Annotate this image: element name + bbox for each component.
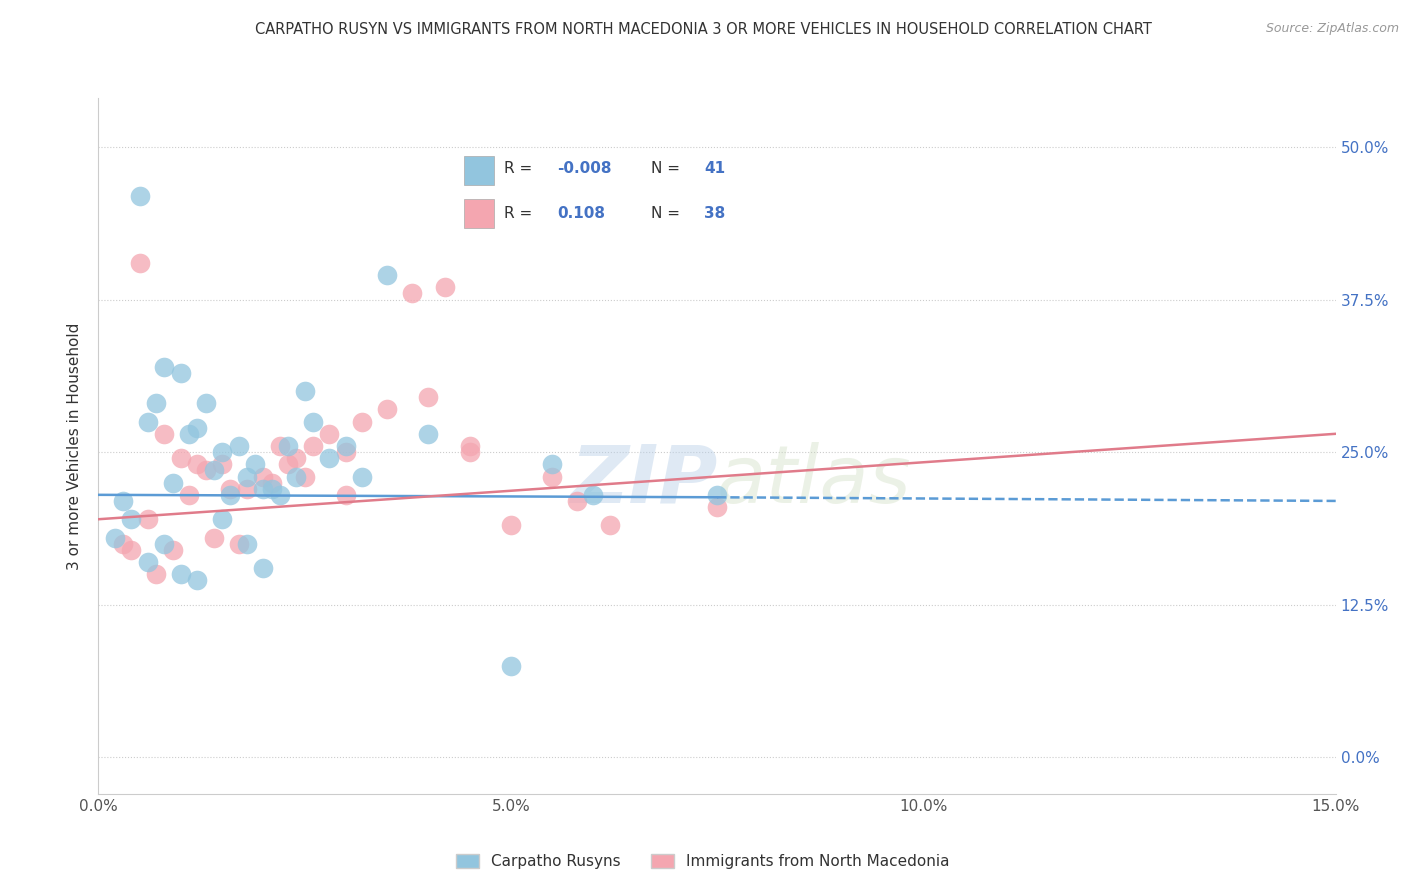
Point xyxy=(219,482,242,496)
Point xyxy=(318,426,340,441)
Point xyxy=(228,536,250,550)
Point xyxy=(285,469,308,483)
Point xyxy=(375,402,398,417)
Text: ZIP: ZIP xyxy=(569,442,717,520)
Point xyxy=(186,574,208,588)
Point xyxy=(277,439,299,453)
Point xyxy=(243,458,266,472)
Point xyxy=(162,475,184,490)
Point xyxy=(170,451,193,466)
Y-axis label: 3 or more Vehicles in Household: 3 or more Vehicles in Household xyxy=(67,322,83,570)
Point xyxy=(277,458,299,472)
Point xyxy=(211,445,233,459)
Point xyxy=(335,445,357,459)
Point xyxy=(260,475,283,490)
Point xyxy=(170,366,193,380)
Point xyxy=(294,469,316,483)
Point xyxy=(153,359,176,374)
Point xyxy=(136,512,159,526)
Point xyxy=(499,658,522,673)
Point xyxy=(706,488,728,502)
Point xyxy=(136,415,159,429)
Point xyxy=(179,426,201,441)
Point xyxy=(260,482,283,496)
Point xyxy=(211,512,233,526)
Point xyxy=(352,415,374,429)
Point xyxy=(194,463,217,477)
Point xyxy=(294,384,316,398)
Point xyxy=(375,268,398,282)
Point xyxy=(433,280,456,294)
Point xyxy=(170,567,193,582)
Point xyxy=(153,536,176,550)
Point xyxy=(582,488,605,502)
Point xyxy=(541,469,564,483)
Point xyxy=(136,555,159,569)
Point xyxy=(120,512,142,526)
Point xyxy=(335,488,357,502)
Point xyxy=(236,482,259,496)
Point xyxy=(120,542,142,557)
Point xyxy=(269,488,291,502)
Point xyxy=(458,439,481,453)
Point xyxy=(202,531,225,545)
Point xyxy=(179,488,201,502)
Point xyxy=(706,500,728,514)
Point xyxy=(418,390,440,404)
Point xyxy=(499,518,522,533)
Point xyxy=(302,415,325,429)
Point xyxy=(104,531,127,545)
Text: CARPATHO RUSYN VS IMMIGRANTS FROM NORTH MACEDONIA 3 OR MORE VEHICLES IN HOUSEHOL: CARPATHO RUSYN VS IMMIGRANTS FROM NORTH … xyxy=(254,22,1152,37)
Point xyxy=(318,451,340,466)
Text: atlas: atlas xyxy=(717,442,912,520)
Point xyxy=(145,567,167,582)
Point xyxy=(352,469,374,483)
Point xyxy=(162,542,184,557)
Point xyxy=(228,439,250,453)
Point xyxy=(145,396,167,410)
Point xyxy=(335,439,357,453)
Point xyxy=(186,420,208,434)
Point xyxy=(252,482,274,496)
Point xyxy=(458,445,481,459)
Point xyxy=(236,469,259,483)
Point xyxy=(599,518,621,533)
Point xyxy=(401,286,423,301)
Point xyxy=(541,458,564,472)
Point xyxy=(128,256,150,270)
Point xyxy=(302,439,325,453)
Point xyxy=(128,188,150,202)
Point xyxy=(112,494,135,508)
Point xyxy=(236,536,259,550)
Point xyxy=(252,561,274,575)
Legend: Carpatho Rusyns, Immigrants from North Macedonia: Carpatho Rusyns, Immigrants from North M… xyxy=(450,848,956,875)
Text: Source: ZipAtlas.com: Source: ZipAtlas.com xyxy=(1265,22,1399,36)
Point xyxy=(219,488,242,502)
Point xyxy=(252,469,274,483)
Point xyxy=(112,536,135,550)
Point xyxy=(285,451,308,466)
Point xyxy=(269,439,291,453)
Point xyxy=(565,494,588,508)
Point xyxy=(153,426,176,441)
Point xyxy=(418,426,440,441)
Point xyxy=(202,463,225,477)
Point xyxy=(186,458,208,472)
Point xyxy=(211,458,233,472)
Point xyxy=(194,396,217,410)
